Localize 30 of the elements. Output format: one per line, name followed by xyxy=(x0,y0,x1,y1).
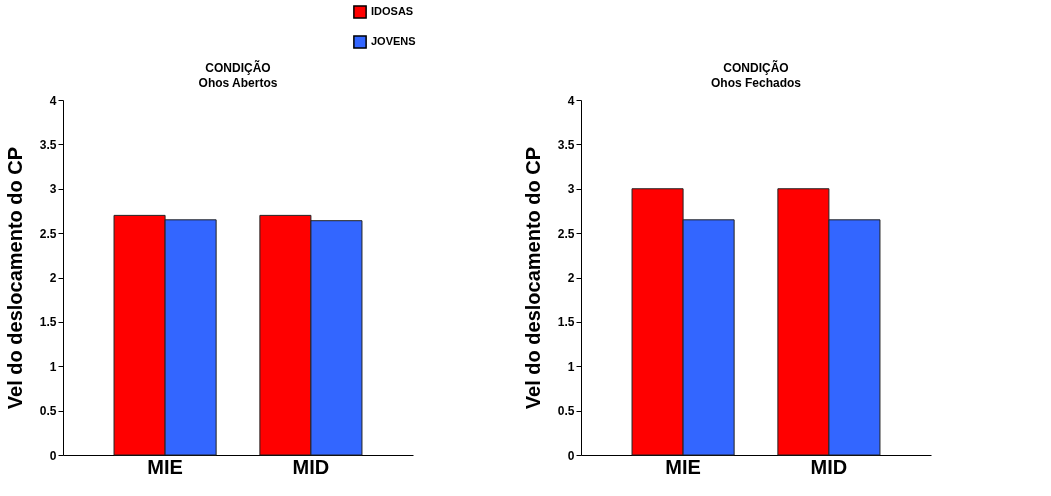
y-tick-label: 2 xyxy=(567,271,575,285)
legend-label: IDOSAS xyxy=(371,5,414,17)
chart-title: CONDIÇÃO xyxy=(723,60,789,75)
y-tick-label: 1.5 xyxy=(557,315,575,330)
y-tick-label: 3.5 xyxy=(557,137,575,152)
x-tick-label: MID xyxy=(292,455,330,478)
y-tick-label: 0.5 xyxy=(557,404,575,419)
y-tick-label: 1 xyxy=(567,359,575,374)
y-tick-label: 0 xyxy=(49,448,57,463)
x-tick-label: MID xyxy=(810,455,848,478)
y-tick-label: 3 xyxy=(49,182,57,197)
y-tick-label: 3 xyxy=(567,182,575,197)
y-tick-label: 2 xyxy=(49,271,57,285)
x-tick-label: MIE xyxy=(147,455,183,478)
chart-subtitle: Ohos Abertos xyxy=(198,76,278,90)
y-tick-label: 3.5 xyxy=(39,137,57,152)
y-tick-label: 4 xyxy=(49,93,57,108)
y-tick-label: 1.5 xyxy=(39,315,57,330)
y-tick-label: 2.5 xyxy=(557,226,575,241)
y-tick-label: 4 xyxy=(567,93,575,108)
chart-title: CONDIÇÃO xyxy=(205,60,271,75)
y-tick-label: 0.5 xyxy=(39,404,57,419)
y-tick-label: 2.5 xyxy=(39,226,57,241)
y-axis-title: Vel do deslocamento do CP xyxy=(521,146,544,410)
y-tick-label: 1 xyxy=(49,359,57,374)
x-tick-label: MIE xyxy=(665,455,701,478)
y-tick-label: 0 xyxy=(567,448,575,463)
legend-label: JOVENS xyxy=(371,35,416,47)
y-axis-title: Vel do deslocamento do CP xyxy=(3,146,26,410)
chart-subtitle: Ohos Fechados xyxy=(710,76,802,90)
